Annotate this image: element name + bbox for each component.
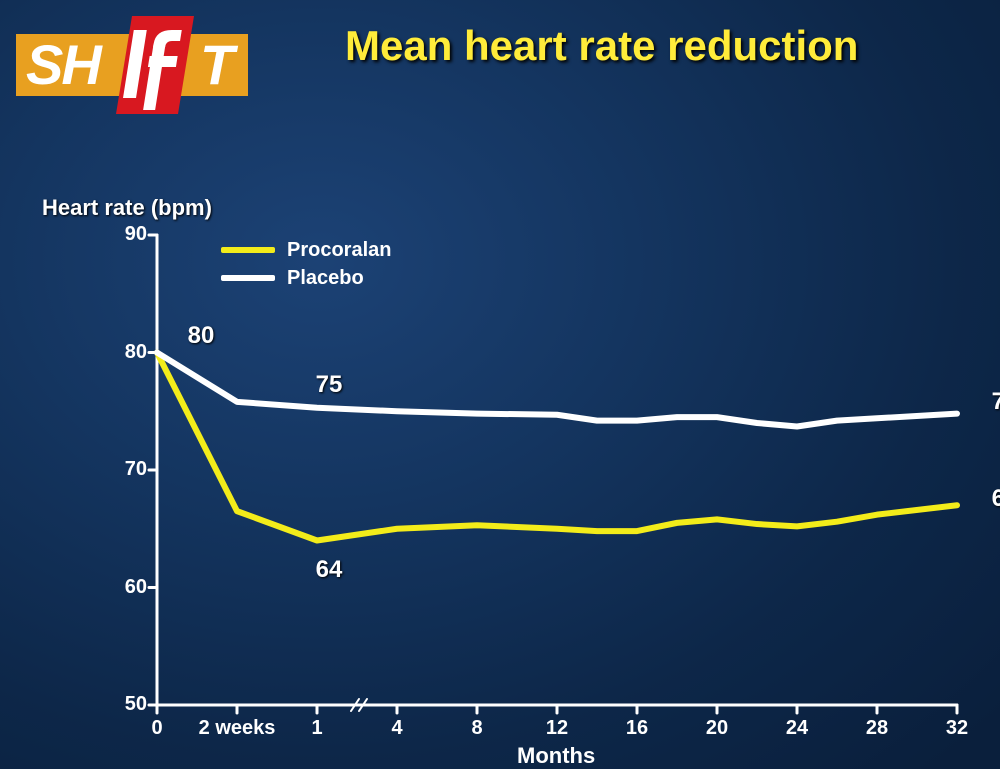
data-point-label: 75 [992, 388, 1000, 416]
y-tick-label: 90 [107, 223, 147, 246]
legend-swatch [221, 275, 275, 281]
series-line [157, 353, 957, 427]
legend-label: Procoralan [287, 239, 391, 262]
x-tick-label: 2 weeks [199, 717, 276, 740]
logo-if-icon [116, 16, 194, 114]
heart-rate-chart: Heart rate (bpm) Months 506070809002 wee… [42, 195, 962, 755]
data-point-label: 75 [316, 371, 343, 399]
x-tick-label: 8 [471, 717, 482, 740]
data-point-label: 67 [992, 485, 1000, 513]
y-tick-label: 70 [107, 458, 147, 481]
chart-svg [42, 195, 1000, 765]
slide: SH T Mean heart rate reduction Heart rat… [0, 0, 1000, 769]
x-tick-label: 16 [626, 717, 648, 740]
x-tick-label: 0 [151, 717, 162, 740]
y-tick-label: 60 [107, 576, 147, 599]
y-tick-label: 50 [107, 693, 147, 716]
data-point-label: 64 [316, 556, 343, 584]
x-tick-label: 20 [706, 717, 728, 740]
legend-swatch [221, 247, 275, 253]
slide-title: Mean heart rate reduction [345, 22, 985, 70]
x-tick-label: 24 [786, 717, 808, 740]
x-tick-label: 28 [866, 717, 888, 740]
x-tick-label: 12 [546, 717, 568, 740]
x-tick-label: 1 [311, 717, 322, 740]
data-point-label: 80 [188, 322, 215, 350]
legend-label: Placebo [287, 267, 364, 290]
shift-logo: SH T [16, 16, 248, 114]
x-axis-label: Months [517, 743, 595, 769]
series-line [157, 353, 957, 541]
y-tick-label: 80 [107, 341, 147, 364]
x-tick-label: 4 [391, 717, 402, 740]
logo-text-t: T [200, 32, 232, 97]
x-tick-label: 32 [946, 717, 968, 740]
logo-text-sh: SH [26, 32, 100, 97]
